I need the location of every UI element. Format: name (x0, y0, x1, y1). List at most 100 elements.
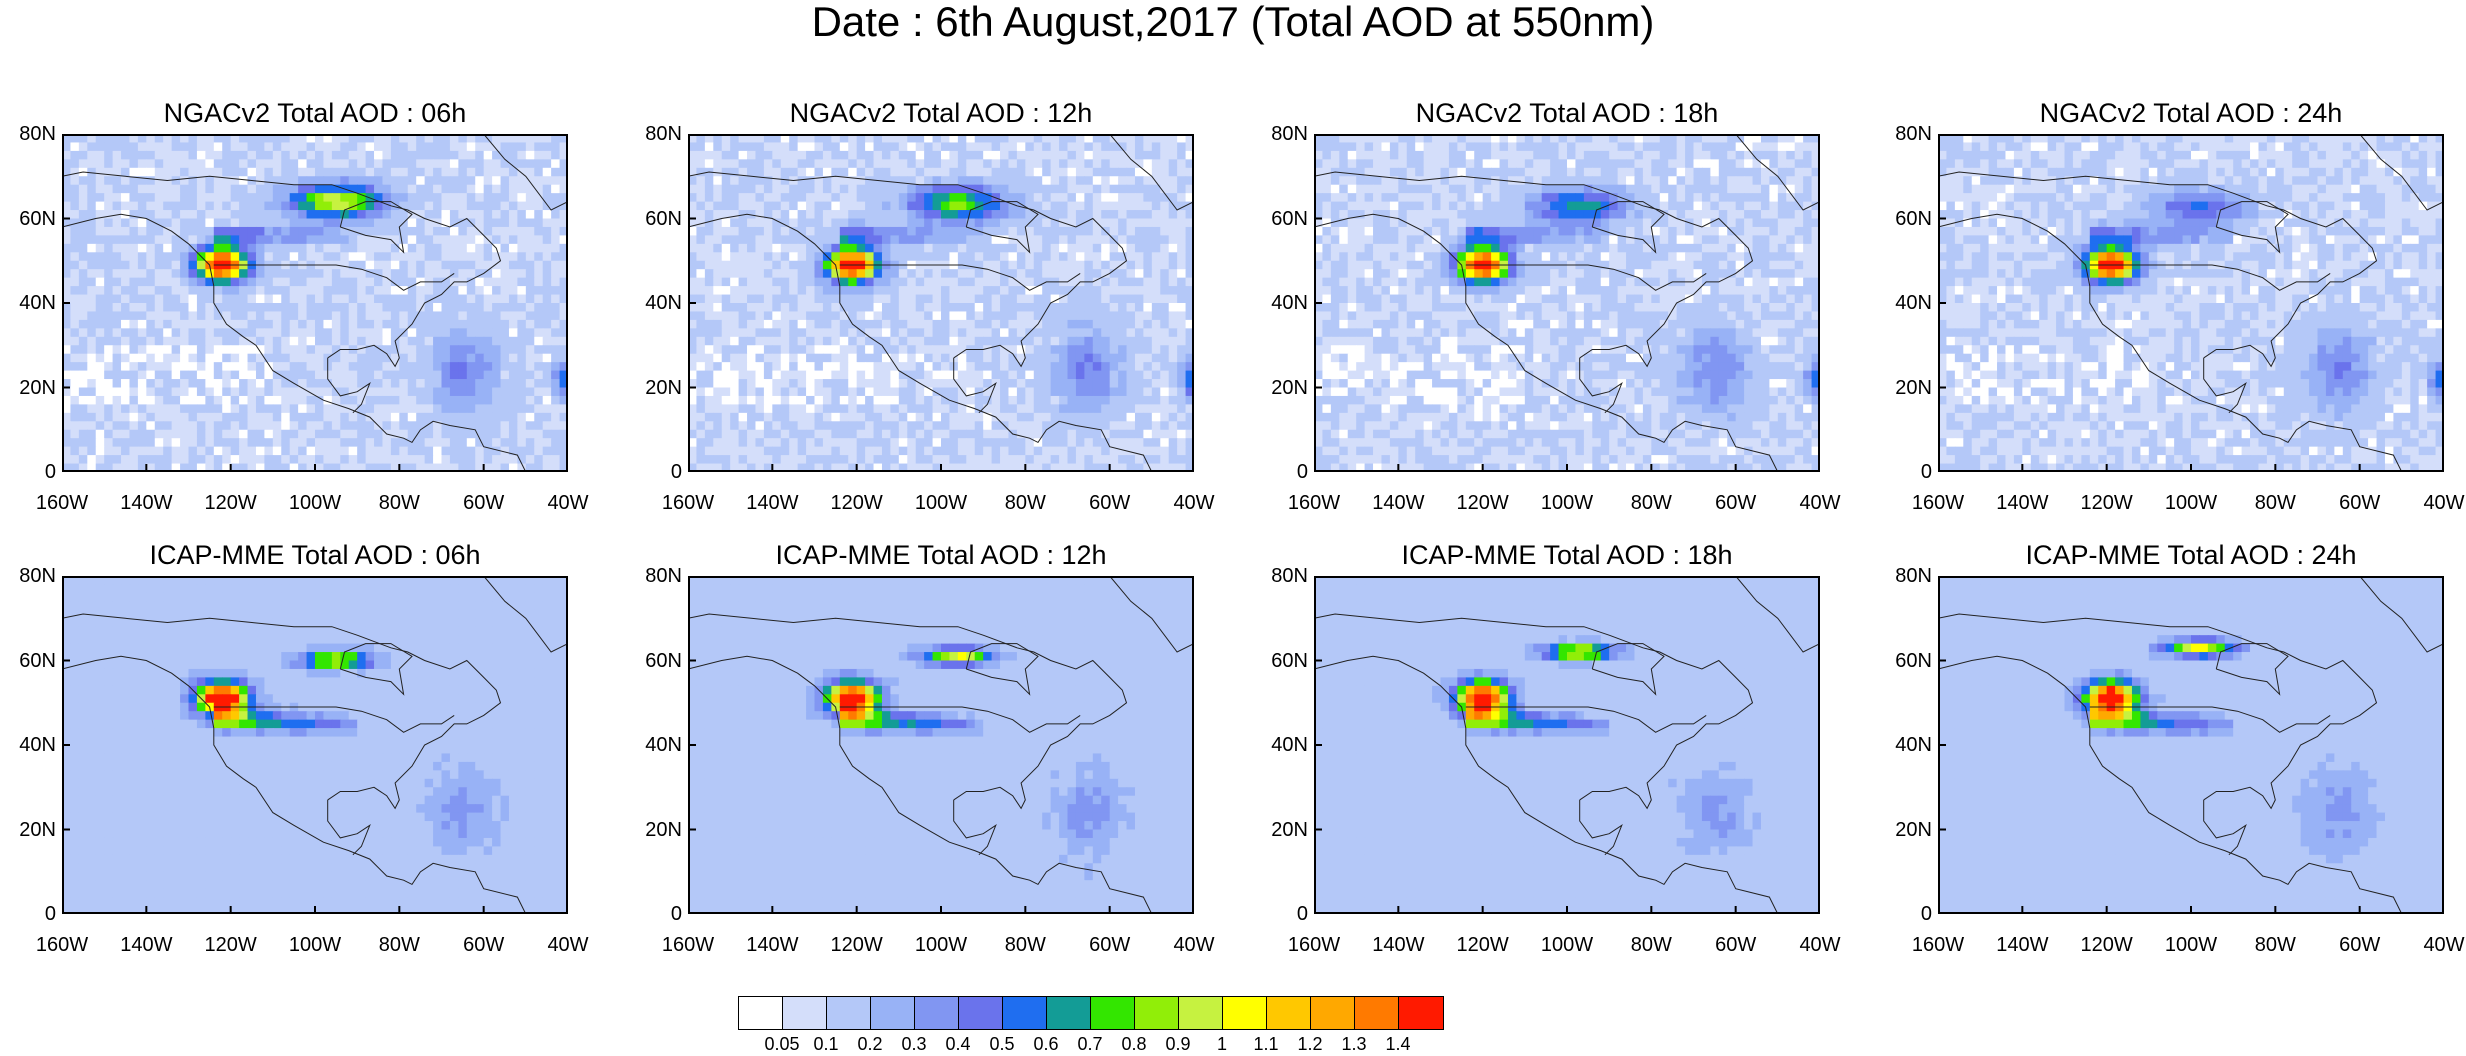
x-tick-label: 100W (288, 492, 342, 514)
x-tick-label: 160W (35, 492, 89, 514)
x-tick-label: 40W (547, 934, 589, 956)
y-tick-label: 0 (1920, 903, 1932, 925)
x-tick-label: 140W (1996, 934, 2049, 956)
x-tick-label: 40W (2423, 934, 2465, 956)
coastline (2215, 201, 2289, 254)
country-border (213, 706, 455, 733)
x-tick-label: 140W (1372, 934, 1425, 956)
x-tick-label: 120W (830, 934, 883, 956)
x-tick-label: 80W (1004, 492, 1046, 514)
panel-title: NGACv2 Total AOD : 12h (789, 98, 1093, 128)
coastline (1937, 655, 2444, 915)
panel-title: NGACv2 Total AOD : 24h (2039, 98, 2343, 128)
x-tick-label: 80W (378, 934, 420, 956)
y-tick-label: 20N (1271, 818, 1308, 841)
x-tick-label: 80W (1004, 934, 1046, 956)
x-tick-label: 100W (1540, 492, 1594, 514)
y-tick-label: 20N (1895, 818, 1932, 841)
x-tick-label: 120W (830, 492, 883, 514)
colorbar-label: 0.05 (764, 1034, 800, 1054)
y-tick-label: 0 (670, 903, 682, 925)
coastline (965, 643, 1039, 696)
x-tick-label: 120W (204, 492, 257, 514)
x-tick-label: 40W (1799, 934, 1841, 956)
coastline (61, 171, 502, 368)
aod-map (1313, 133, 1821, 473)
y-tick-label: 60N (645, 207, 682, 230)
y-tick-label: 40N (1271, 734, 1308, 756)
coastline (1313, 613, 1754, 810)
x-tick-label: 140W (746, 934, 799, 956)
coastline (687, 213, 1194, 473)
y-tick-label: 60N (19, 207, 56, 230)
colorbar (738, 996, 1444, 1030)
coastline (327, 357, 371, 414)
y-tick-label: 20N (1271, 376, 1308, 399)
x-tick-label: 60W (463, 934, 505, 956)
colorbar-swatch (1355, 997, 1399, 1029)
x-tick-label: 140W (120, 934, 173, 956)
country-border (2089, 706, 2331, 733)
aod-map (687, 133, 1195, 473)
x-tick-label: 100W (914, 492, 968, 514)
coastline (2203, 357, 2247, 414)
panel-title: ICAP-MME Total AOD : 18h (1401, 540, 1733, 570)
coastline (61, 213, 568, 473)
x-tick-label: 60W (1089, 934, 1131, 956)
x-tick-label: 40W (2423, 492, 2465, 514)
y-tick-label: 40N (19, 734, 56, 756)
x-tick-label: 80W (2254, 492, 2296, 514)
aod-map (61, 133, 569, 473)
x-tick-label: 140W (746, 492, 799, 514)
coastline (1937, 613, 2378, 810)
colorbar-swatch (1399, 997, 1443, 1029)
colorbar-swatch (739, 997, 783, 1029)
colorbar-swatch (871, 997, 915, 1029)
y-tick-label: 20N (19, 818, 56, 841)
figure-title: Date : 6th August,2017 (Total AOD at 550… (811, 0, 1655, 45)
y-tick-label: 80N (1895, 123, 1932, 145)
colorbar-label: 0.3 (901, 1034, 927, 1054)
coastline (1591, 201, 1665, 254)
x-tick-label: 40W (1799, 492, 1841, 514)
coastline (1937, 213, 2444, 473)
x-tick-label: 120W (204, 934, 257, 956)
colorbar-label: 1.2 (1297, 1034, 1323, 1054)
x-tick-label: 160W (1287, 934, 1341, 956)
colorbar-swatch (827, 997, 871, 1029)
x-tick-label: 80W (1630, 492, 1672, 514)
coastline (1937, 171, 2378, 368)
y-tick-label: 60N (645, 649, 682, 672)
country-border (1465, 706, 1707, 733)
y-tick-label: 0 (44, 461, 56, 483)
y-tick-label: 40N (645, 734, 682, 756)
y-tick-label: 0 (1920, 461, 1932, 483)
coastline (687, 655, 1194, 915)
y-tick-label: 40N (1895, 292, 1932, 314)
aod-map (687, 575, 1195, 915)
y-tick-label: 0 (1296, 903, 1308, 925)
coastline (953, 357, 997, 414)
x-tick-label: 60W (2339, 934, 2381, 956)
colorbar-label: 0.7 (1077, 1034, 1103, 1054)
colorbar-swatch (1091, 997, 1135, 1029)
y-tick-label: 40N (1895, 734, 1932, 756)
x-tick-label: 60W (2339, 492, 2381, 514)
x-tick-label: 60W (1089, 492, 1131, 514)
x-tick-label: 40W (1173, 934, 1215, 956)
y-tick-label: 20N (645, 818, 682, 841)
y-tick-label: 60N (1895, 649, 1932, 672)
x-tick-label: 140W (1996, 492, 2049, 514)
x-tick-label: 160W (35, 934, 89, 956)
aod-map (1937, 133, 2445, 473)
country-border (839, 706, 1081, 733)
colorbar-swatch (1003, 997, 1047, 1029)
coastline (61, 613, 502, 810)
x-tick-label: 60W (1715, 934, 1757, 956)
aod-field (1313, 133, 1821, 473)
x-tick-label: 40W (1173, 492, 1215, 514)
colorbar-swatch (915, 997, 959, 1029)
panel-title: NGACv2 Total AOD : 06h (163, 98, 467, 128)
coastline (1313, 171, 1754, 368)
x-tick-label: 80W (1630, 934, 1672, 956)
